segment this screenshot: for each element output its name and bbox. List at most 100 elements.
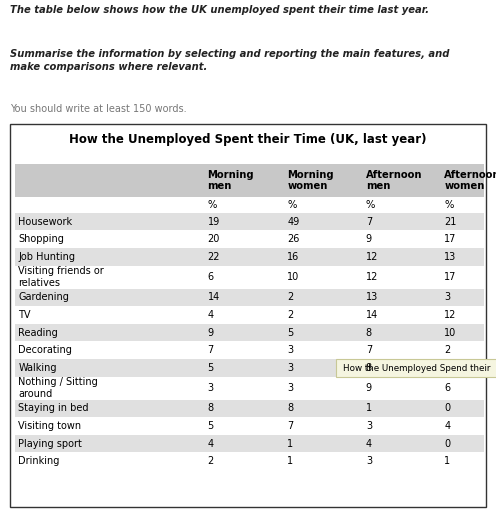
- Text: Visiting friends or
relatives: Visiting friends or relatives: [18, 266, 104, 288]
- Text: 19: 19: [207, 217, 220, 227]
- FancyBboxPatch shape: [10, 124, 486, 507]
- FancyBboxPatch shape: [167, 164, 484, 197]
- Text: Afternoon
women: Afternoon women: [444, 169, 496, 191]
- Text: 22: 22: [207, 252, 220, 262]
- FancyBboxPatch shape: [15, 342, 484, 359]
- Text: Staying in bed: Staying in bed: [18, 403, 89, 414]
- Text: %: %: [444, 200, 454, 210]
- Text: Playing sport: Playing sport: [18, 439, 82, 449]
- FancyBboxPatch shape: [15, 248, 484, 266]
- Text: 1: 1: [444, 456, 450, 466]
- Text: Visiting town: Visiting town: [18, 421, 82, 431]
- Text: 7: 7: [287, 421, 294, 431]
- Text: 13: 13: [366, 292, 378, 303]
- Text: %: %: [287, 200, 297, 210]
- Text: 3: 3: [366, 456, 372, 466]
- Text: 20: 20: [207, 234, 220, 244]
- Text: 5: 5: [287, 328, 294, 337]
- Text: 6: 6: [207, 272, 214, 282]
- Text: 14: 14: [366, 310, 378, 320]
- FancyBboxPatch shape: [15, 306, 484, 324]
- Text: 2: 2: [207, 456, 214, 466]
- Text: 2: 2: [287, 310, 294, 320]
- FancyBboxPatch shape: [15, 435, 484, 453]
- Text: Morning
women: Morning women: [287, 169, 334, 191]
- FancyBboxPatch shape: [15, 197, 484, 213]
- Text: 3: 3: [287, 345, 294, 355]
- FancyBboxPatch shape: [15, 324, 484, 342]
- Text: 1: 1: [287, 439, 294, 449]
- Text: 8: 8: [366, 363, 372, 373]
- Text: 3: 3: [287, 383, 294, 393]
- Text: You should write at least 150 words.: You should write at least 150 words.: [10, 104, 186, 114]
- Text: 26: 26: [287, 234, 300, 244]
- Text: 13: 13: [444, 252, 457, 262]
- Text: Decorating: Decorating: [18, 345, 72, 355]
- Text: 7: 7: [366, 345, 372, 355]
- Text: 1: 1: [287, 456, 294, 466]
- Text: %: %: [207, 200, 217, 210]
- Text: 9: 9: [207, 328, 214, 337]
- FancyBboxPatch shape: [15, 417, 484, 435]
- Text: 8: 8: [366, 328, 372, 337]
- FancyBboxPatch shape: [15, 377, 484, 400]
- Text: 9: 9: [366, 234, 372, 244]
- FancyBboxPatch shape: [15, 230, 484, 248]
- Text: 5: 5: [207, 363, 214, 373]
- Text: The table below shows how the UK unemployed spent their time last year.: The table below shows how the UK unemplo…: [10, 5, 429, 15]
- Text: Housework: Housework: [18, 217, 72, 227]
- Text: 1: 1: [366, 403, 372, 414]
- Text: 16: 16: [287, 252, 300, 262]
- Text: 17: 17: [444, 234, 457, 244]
- Text: 8: 8: [207, 403, 214, 414]
- Text: 7: 7: [207, 345, 214, 355]
- FancyBboxPatch shape: [15, 453, 484, 470]
- Text: Morning
men: Morning men: [207, 169, 254, 191]
- Text: 4: 4: [207, 310, 214, 320]
- Text: 49: 49: [287, 217, 300, 227]
- FancyBboxPatch shape: [15, 289, 484, 306]
- Text: 3: 3: [287, 363, 294, 373]
- Text: Afternoon
men: Afternoon men: [366, 169, 423, 191]
- Text: 10: 10: [287, 272, 300, 282]
- FancyBboxPatch shape: [15, 213, 484, 230]
- Text: 7: 7: [366, 217, 372, 227]
- FancyBboxPatch shape: [15, 400, 484, 417]
- Text: Drinking: Drinking: [18, 456, 60, 466]
- Text: Job Hunting: Job Hunting: [18, 252, 75, 262]
- Text: How the Unemployed Spent their Time (UK, last year): How the Unemployed Spent their Time (UK,…: [69, 134, 427, 146]
- Text: Nothing / Sitting
around: Nothing / Sitting around: [18, 377, 98, 399]
- Text: How the Unemployed Spend their: How the Unemployed Spend their: [343, 364, 491, 373]
- Text: 12: 12: [444, 310, 457, 320]
- FancyBboxPatch shape: [15, 359, 484, 377]
- Text: 2: 2: [287, 292, 294, 303]
- Text: 14: 14: [207, 292, 220, 303]
- Text: 5: 5: [207, 421, 214, 431]
- Text: Reading: Reading: [18, 328, 58, 337]
- Text: 2: 2: [444, 345, 451, 355]
- Text: 17: 17: [444, 272, 457, 282]
- Text: 21: 21: [444, 217, 457, 227]
- Text: 3: 3: [366, 421, 372, 431]
- Text: 8: 8: [287, 403, 294, 414]
- Text: %: %: [366, 200, 375, 210]
- Text: 12: 12: [366, 252, 378, 262]
- Text: Gardening: Gardening: [18, 292, 69, 303]
- Text: 3: 3: [444, 292, 450, 303]
- Text: TV: TV: [18, 310, 31, 320]
- Text: 0: 0: [444, 439, 450, 449]
- Text: 9: 9: [366, 383, 372, 393]
- Text: Shopping: Shopping: [18, 234, 64, 244]
- Text: 4: 4: [366, 439, 372, 449]
- Text: 4: 4: [444, 421, 450, 431]
- Text: 6: 6: [444, 383, 450, 393]
- Text: 3: 3: [207, 383, 214, 393]
- Text: 10: 10: [444, 328, 457, 337]
- Text: 4: 4: [207, 439, 214, 449]
- Text: 12: 12: [366, 272, 378, 282]
- Text: Summarise the information by selecting and reporting the main features, and
make: Summarise the information by selecting a…: [10, 49, 449, 72]
- FancyBboxPatch shape: [15, 266, 484, 289]
- Text: Walking: Walking: [18, 363, 57, 373]
- Text: 0: 0: [444, 403, 450, 414]
- FancyBboxPatch shape: [336, 359, 496, 377]
